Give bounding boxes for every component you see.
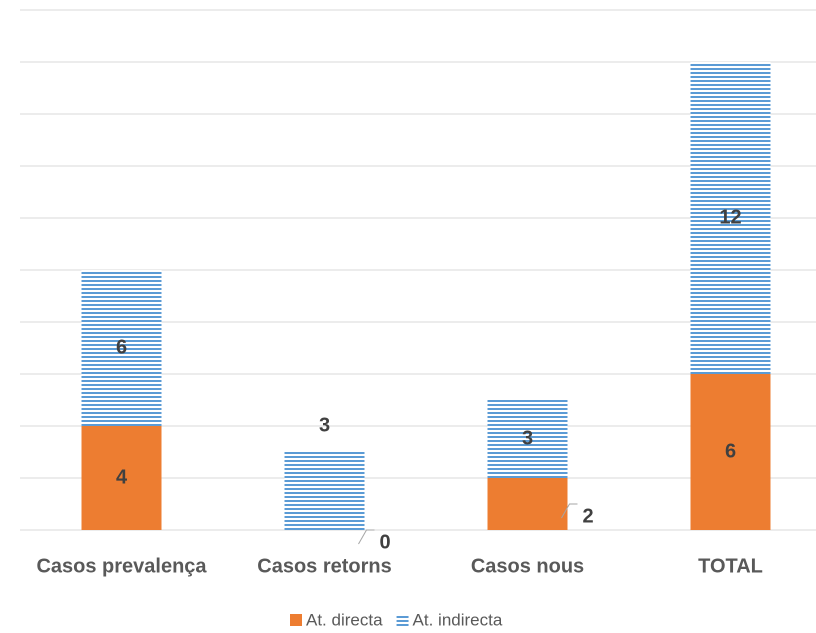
x-tick-label: Casos nous	[471, 555, 584, 577]
legend-swatch	[396, 614, 409, 626]
bar-segment	[690, 62, 771, 374]
bar-segment	[81, 270, 162, 426]
bar-segment	[487, 400, 568, 478]
leader-line	[358, 529, 375, 545]
leader-line	[561, 503, 578, 519]
bar-segment	[690, 374, 771, 530]
legend-swatch	[290, 614, 302, 626]
data-label: 12	[719, 206, 741, 228]
data-label: 6	[116, 336, 127, 358]
data-label: 4	[116, 466, 128, 488]
bar-segment	[487, 478, 568, 530]
data-label: 0	[380, 531, 391, 553]
x-tick-label: Casos prevalença	[36, 555, 207, 577]
data-label: 6	[725, 440, 736, 462]
legend-label: At. indirecta	[413, 610, 503, 629]
x-tick-label: Casos retorns	[257, 555, 392, 577]
x-tick-label: TOTAL	[698, 555, 763, 577]
data-label: 3	[319, 414, 330, 436]
bar-segment	[81, 426, 162, 530]
data-label: 3	[522, 427, 533, 449]
data-label: 2	[583, 505, 594, 527]
bar-segment	[284, 452, 365, 530]
legend-label: At. directa	[306, 610, 383, 629]
